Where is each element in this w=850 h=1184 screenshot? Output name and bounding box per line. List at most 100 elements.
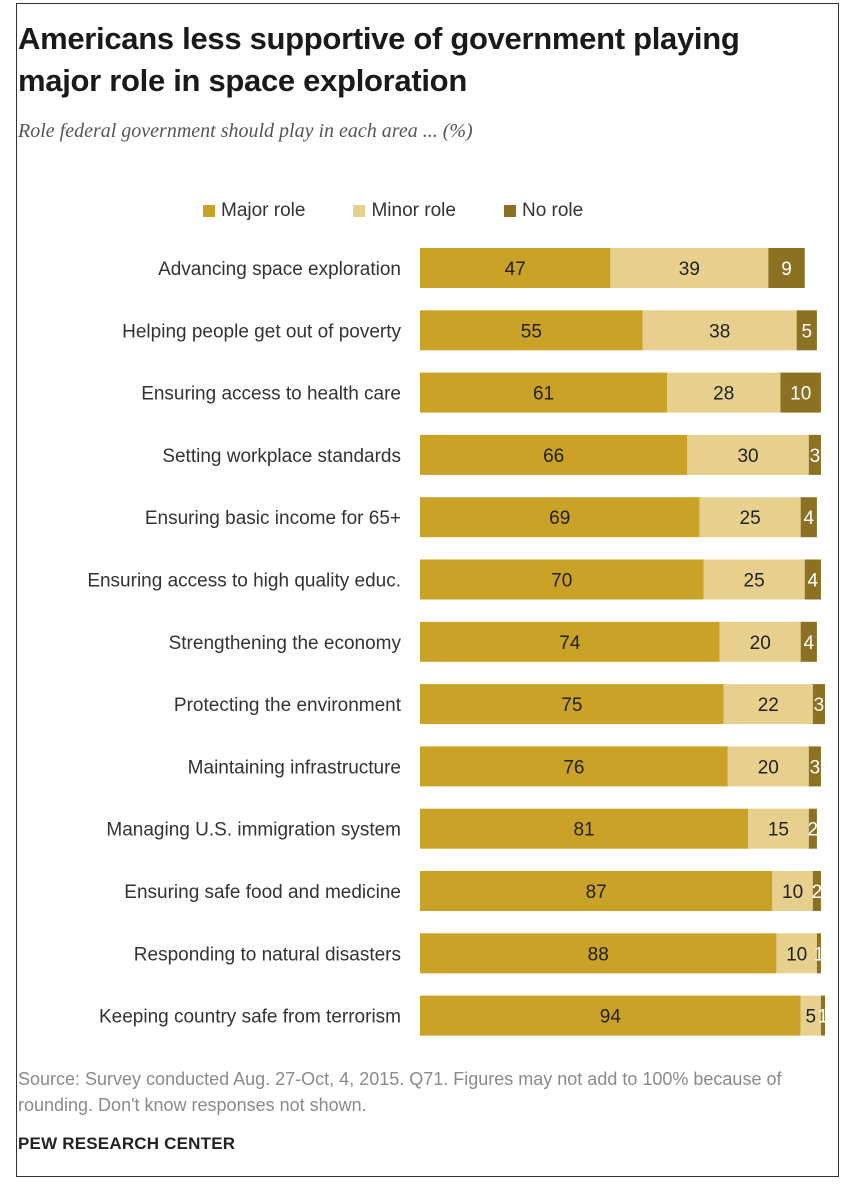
bar-segment-none [812, 871, 821, 911]
bar-segment-major [420, 995, 801, 1036]
category-label: Ensuring access to high quality educ. [87, 571, 401, 592]
bar-segment-none [768, 248, 805, 288]
data-label-major: 70 [551, 571, 572, 592]
bar-segment-minor [800, 995, 821, 1036]
legend-swatch-minor [353, 205, 366, 217]
data-label-none: 1 [814, 944, 825, 965]
data-label-major: 81 [573, 820, 594, 841]
chart-subtitle: Role federal government should play in e… [18, 120, 473, 142]
data-label-major: 87 [586, 882, 607, 903]
bar-segment-none [808, 808, 817, 849]
legend-label-minor: Minor role [371, 200, 456, 221]
data-label-none: 2 [812, 882, 823, 903]
data-label-minor: 10 [786, 944, 807, 965]
bar-row: Ensuring access to health care 61 28 10 [141, 372, 821, 413]
bar-segment-minor [723, 684, 813, 725]
bar-segment-major [420, 808, 749, 849]
category-label: Ensuring basic income for 65+ [145, 508, 401, 529]
data-label-major: 76 [563, 757, 584, 778]
bar-segment-none [812, 684, 825, 725]
category-label: Managing U.S. immigration system [106, 820, 401, 841]
data-label-major: 55 [521, 321, 542, 342]
data-label-none: 10 [790, 384, 811, 405]
brand-label: PEW RESEARCH CENTER [18, 1134, 236, 1153]
data-label-minor: 20 [750, 633, 771, 654]
bar-segment-none [800, 497, 817, 538]
bar-segment-minor [727, 746, 809, 787]
data-label-major: 94 [600, 1007, 622, 1028]
data-label-minor: 10 [782, 882, 803, 903]
data-label-minor: 15 [768, 820, 789, 841]
data-label-major: 66 [543, 446, 564, 467]
bar-segment-minor [667, 372, 781, 413]
bar-segment-none [780, 372, 821, 413]
category-label: Advancing space exploration [158, 259, 401, 280]
bar-segment-none [808, 434, 821, 475]
data-label-none: 9 [781, 259, 792, 280]
bar-segment-none [808, 746, 821, 787]
data-label-none: 5 [801, 321, 812, 342]
bar-row: Maintaining infrastructure 76 20 3 [188, 746, 821, 787]
bar-segment-minor [772, 871, 813, 911]
bar-segment-none [804, 559, 821, 600]
bar-segment-major [420, 310, 643, 351]
data-label-none: 4 [804, 633, 815, 654]
legend-item-none: No role [503, 200, 584, 222]
bar-segment-major [420, 497, 700, 538]
bar-segment-major [420, 933, 777, 974]
bar-segment-minor [642, 310, 797, 351]
legend-label-none: No role [521, 200, 584, 221]
bar-row: Keeping country safe from terrorism 94 5 1 [99, 995, 828, 1036]
legend-swatch-none [503, 205, 516, 217]
legend: Major role Minor role No role [203, 199, 631, 223]
category-label: Keeping country safe from terrorism [99, 1007, 401, 1028]
bar-segment-minor [748, 808, 809, 849]
bar-segment-none [816, 933, 821, 974]
category-label: Strengthening the economy [169, 633, 402, 654]
data-label-minor: 25 [744, 571, 765, 592]
data-label-minor: 22 [758, 695, 779, 716]
bar-segment-minor [703, 559, 805, 600]
bar-segment-none [796, 310, 817, 351]
data-label-minor: 25 [740, 508, 761, 529]
data-label-major: 74 [559, 633, 581, 654]
chart-title: Americans less supportive of government … [18, 21, 740, 98]
category-label: Helping people get out of poverty [122, 321, 401, 342]
bar-segment-major [420, 248, 611, 288]
category-label: Maintaining infrastructure [188, 757, 401, 778]
data-label-none: 4 [804, 508, 815, 529]
bar-segment-major [420, 559, 704, 600]
bar-segment-major [420, 871, 773, 911]
legend-label-major: Major role [221, 200, 306, 221]
category-label: Protecting the environment [174, 695, 402, 716]
bar-segment-minor [610, 248, 769, 288]
bar-row: Protecting the environment 75 22 3 [174, 684, 825, 725]
data-label-major: 61 [533, 384, 554, 405]
bar-row: Managing U.S. immigration system 81 15 2 [106, 808, 818, 849]
data-label-minor: 28 [713, 384, 734, 405]
data-label-minor: 39 [679, 259, 700, 280]
bar-row: Ensuring safe food and medicine 87 10 2 [124, 871, 822, 911]
bar-row: Ensuring basic income for 65+ 69 25 4 [145, 497, 817, 538]
source-note: Source: Survey conducted Aug. 27-Oct, 4,… [18, 1069, 782, 1115]
category-label: Ensuring access to health care [141, 384, 401, 405]
bar-segment-major [420, 434, 688, 475]
category-label: Ensuring safe food and medicine [124, 882, 401, 903]
data-label-none: 3 [810, 446, 821, 467]
category-label: Setting workplace standards [162, 446, 401, 467]
legend-item-minor: Minor role [353, 200, 456, 222]
bar-row: Advancing space exploration 47 39 9 [158, 248, 805, 288]
bar-segment-major [420, 372, 668, 413]
data-label-major: 75 [561, 695, 582, 716]
bar-segment-none [820, 995, 825, 1036]
bar-row: Setting workplace standards 66 30 3 [162, 434, 821, 475]
bar-segment-none [800, 621, 817, 662]
bar-row: Ensuring access to high quality educ. 70 2… [87, 559, 821, 600]
bar-segment-minor [776, 933, 817, 974]
data-label-none: 3 [810, 757, 821, 778]
data-label-major: 88 [588, 944, 609, 965]
bar-segment-major [420, 684, 724, 725]
bar-row: Responding to natural disasters 88 10 1 [134, 933, 825, 974]
bar-segment-minor [719, 621, 801, 662]
